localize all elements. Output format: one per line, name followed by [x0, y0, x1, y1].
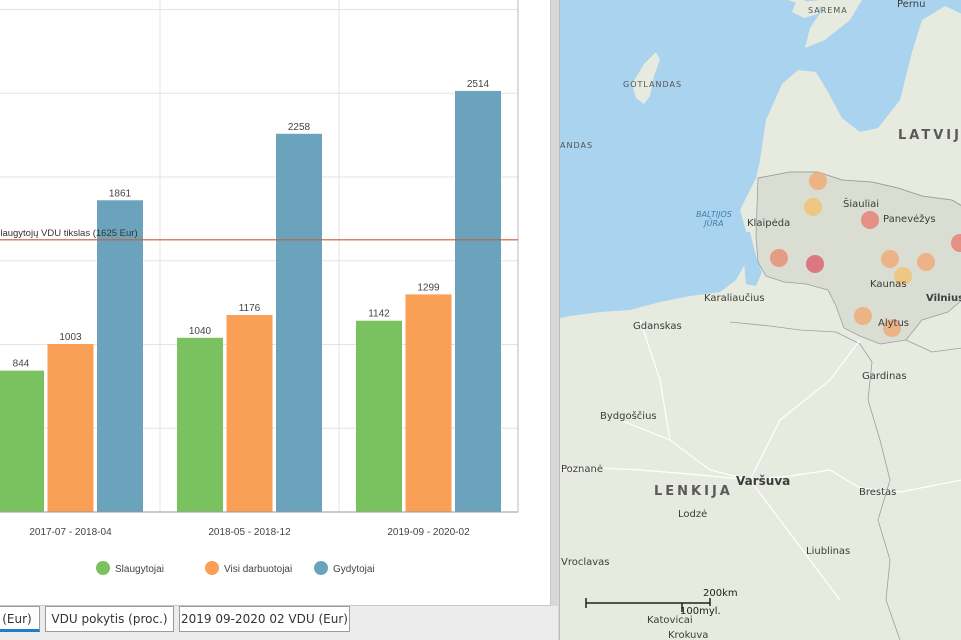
chart-panel: 844 1003 1861 2017-07 - 2018-04 1040 1176 2258… [0, 0, 551, 606]
map-city-label: Varšuva [736, 474, 791, 488]
hospital-markers [770, 172, 961, 337]
tab-vdu-change[interactable]: VDU pokytis (proc.) [45, 606, 174, 632]
hospital-marker[interactable] [951, 234, 961, 252]
scale-mi-label: 100myl. [680, 606, 721, 617]
map-sea-label: BALTIJOS JŪRA [696, 210, 732, 228]
map-city-label: Šiauliai [843, 199, 880, 210]
road [560, 467, 751, 481]
baltic-sea [560, 0, 961, 318]
map-sea-label-line: JŪRA [704, 219, 724, 228]
map-city-label: Poznanė [561, 464, 603, 475]
bar [47, 343, 94, 512]
map-sea-label-line: BALTIJOS [696, 210, 732, 219]
map-panel[interactable]: Pernu SAREMA GOTLANDAS ANDAS LATVIJA BAL… [559, 0, 961, 640]
map-city-label: Katovicai [647, 615, 693, 626]
border-poland-belarus [835, 331, 901, 640]
legend-swatch [314, 561, 328, 575]
bar-value-label: 1040 [189, 326, 212, 337]
map-city-label: Pernu [897, 0, 926, 10]
hospital-marker[interactable] [894, 267, 912, 285]
bar [356, 320, 402, 512]
map-island-label: ANDAS [560, 141, 594, 150]
hospital-marker[interactable] [917, 253, 935, 271]
hospital-marker[interactable] [854, 307, 872, 325]
bar [177, 337, 223, 512]
bar-value-label: 1861 [109, 188, 132, 199]
legend-label: Slaugytojai [115, 564, 164, 575]
map-island-label: GOTLANDAS [623, 80, 683, 89]
map-city-label: Klaipėda [747, 218, 791, 229]
x-tick-label: 2019-09 - 2020-02 [387, 527, 470, 538]
bar-value-label: 1176 [239, 303, 261, 314]
map-city-label: Vroclavas [561, 557, 610, 568]
hospital-marker[interactable] [881, 250, 899, 268]
curonian-lagoon [742, 232, 762, 286]
map-city-label: Alytus [878, 318, 910, 329]
bar [226, 315, 273, 512]
legend-label: Visi darbuotojai [224, 564, 292, 575]
tab-bar: (Eur) VDU pokytis (proc.) 2019 09-2020 0… [0, 606, 558, 640]
map-city-label: Lodzė [678, 509, 708, 520]
hospital-marker[interactable] [883, 319, 901, 337]
map-city-label: Gardinas [862, 371, 907, 382]
bar-value-label: 1003 [59, 332, 82, 343]
legend-swatch [96, 561, 110, 575]
map-city-label: Gdanskas [633, 321, 682, 332]
map-city-label: Karaliaučius [704, 293, 765, 304]
map-city-label: Krokuva [668, 630, 709, 640]
hospital-marker[interactable] [809, 172, 827, 190]
bar-value-label: 1142 [368, 309, 390, 320]
border-latvia-lithuania [757, 171, 961, 206]
map-city-label: Bydgoščius [600, 411, 657, 422]
hiiumaa-island [788, 0, 806, 4]
tab-vdu-2019-2020[interactable]: 2019 09-2020 02 VDU (Eur) [179, 606, 350, 632]
map-city-label: Panevėžys [883, 214, 936, 225]
saaremaa-island [792, 0, 822, 18]
bar-value-label: 1299 [417, 282, 440, 293]
legend-swatch [205, 561, 219, 575]
bar-value-label: 2514 [467, 79, 490, 90]
road [749, 339, 861, 481]
bar [455, 90, 501, 512]
gotland-island [632, 52, 660, 104]
hospital-marker[interactable] [770, 249, 788, 267]
bar [405, 294, 452, 512]
scale-km-label: 200km [703, 588, 738, 599]
map-island-label: SAREMA [808, 6, 848, 15]
bar [0, 370, 44, 512]
tab-vdu-eur[interactable]: (Eur) [0, 606, 40, 632]
bar-chart: 844 1003 1861 2017-07 - 2018-04 1040 1176 2258… [0, 0, 519, 575]
road [749, 469, 961, 493]
map-canvas[interactable] [560, 0, 961, 640]
bar-value-label: 2258 [288, 122, 311, 133]
map-city-label: Vilnius [926, 293, 961, 304]
bar [97, 200, 143, 512]
bar [276, 133, 322, 512]
map-city-label: Kaunas [870, 279, 907, 290]
hospital-marker[interactable] [804, 198, 822, 216]
scale-bar [585, 598, 711, 612]
x-tick-label: 2017-07 - 2018-04 [29, 527, 112, 538]
map-city-label: Liublinas [806, 546, 851, 557]
x-tick-label: 2018-05 - 2018-12 [208, 527, 291, 538]
map-country-label: LENKIJA [654, 484, 733, 499]
border-belarus-east [905, 339, 961, 353]
bar-value-label: 844 [13, 359, 30, 370]
reference-line-label: Slaugytojų VDU tikslas (1625 Eur) [0, 228, 138, 239]
legend-label: Gydytojai [333, 564, 375, 575]
hospital-marker[interactable] [861, 211, 879, 229]
road [639, 319, 671, 441]
border-poland-kaliningrad [729, 321, 837, 333]
hospital-marker[interactable] [806, 255, 824, 273]
map-country-label: LATVIJA [898, 128, 961, 143]
map-city-label: Brestas [859, 487, 897, 498]
